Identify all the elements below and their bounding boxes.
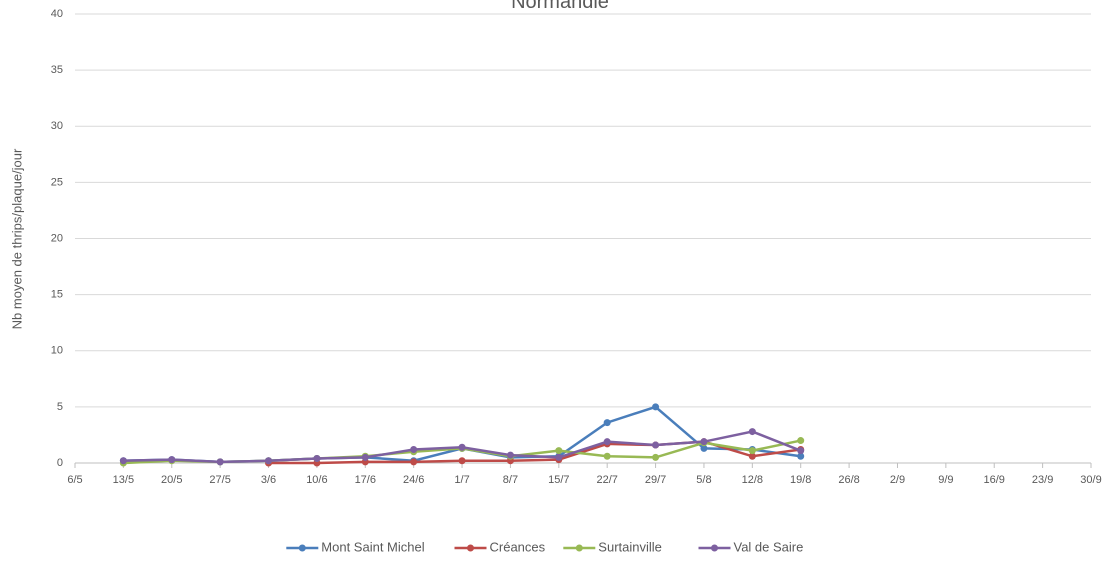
- x-tick-label: 5/8: [696, 474, 711, 486]
- data-point: [748, 452, 756, 460]
- legend-marker: [575, 544, 583, 552]
- x-tick-label: 8/7: [503, 474, 518, 486]
- data-point: [700, 444, 708, 452]
- x-tick-label: 23/9: [1032, 474, 1053, 486]
- data-point: [265, 457, 273, 465]
- x-tick-label: 9/9: [938, 474, 953, 486]
- x-tick-label: 6/5: [67, 474, 82, 486]
- x-tick-label: 22/7: [596, 474, 617, 486]
- data-point: [361, 453, 369, 461]
- y-tick-label: 0: [57, 457, 63, 469]
- data-point: [313, 455, 321, 463]
- data-point: [797, 447, 805, 455]
- y-tick-label: 40: [51, 8, 63, 20]
- legend-marker: [298, 544, 306, 552]
- data-point: [555, 447, 563, 455]
- x-tick-label: 26/8: [838, 474, 859, 486]
- data-point: [797, 452, 805, 460]
- x-tick-label: 10/6: [306, 474, 327, 486]
- x-tick-label: 29/7: [645, 474, 666, 486]
- y-tick-label: 5: [57, 401, 63, 413]
- data-point: [555, 453, 563, 461]
- data-point: [458, 457, 466, 465]
- x-tick-label: 19/8: [790, 474, 811, 486]
- data-point: [168, 456, 176, 464]
- data-point: [652, 441, 660, 449]
- y-tick-label: 15: [51, 289, 63, 301]
- y-tick-label: 10: [51, 345, 63, 357]
- legend-label: Val de Saire: [734, 539, 804, 554]
- x-tick-label: 13/5: [113, 474, 134, 486]
- data-point: [216, 458, 224, 466]
- x-tick-label: 2/9: [890, 474, 905, 486]
- x-tick-label: 16/9: [984, 474, 1005, 486]
- x-tick-label: 30/9: [1080, 474, 1101, 486]
- data-point: [700, 438, 708, 446]
- y-tick-label: 25: [51, 176, 63, 188]
- x-tick-label: 3/6: [261, 474, 276, 486]
- x-tick-label: 15/7: [548, 474, 569, 486]
- legend-label: Surtainville: [598, 539, 662, 554]
- y-tick-label: 20: [51, 232, 63, 244]
- data-point: [748, 447, 756, 455]
- legend-marker: [711, 544, 718, 552]
- x-tick-label: 12/8: [742, 474, 763, 486]
- legend-label: Créances: [490, 539, 546, 554]
- data-point: [603, 452, 611, 460]
- x-tick-label: 27/5: [209, 474, 230, 486]
- data-point: [410, 446, 418, 454]
- data-point: [652, 453, 660, 461]
- data-point: [119, 457, 127, 465]
- x-tick-label: 17/6: [355, 474, 376, 486]
- x-tick-label: 1/7: [454, 474, 469, 486]
- y-axis-label: Nb moyen de thrips/plaque/jour: [9, 148, 24, 329]
- data-point: [797, 437, 805, 445]
- y-tick-label: 35: [51, 64, 63, 76]
- series-line: [123, 405, 801, 464]
- y-tick-label: 30: [51, 120, 63, 132]
- data-point: [603, 438, 611, 446]
- data-point: [458, 443, 466, 451]
- x-tick-label: 20/5: [161, 474, 182, 486]
- data-point: [748, 428, 756, 436]
- data-point: [652, 403, 660, 411]
- data-point: [603, 419, 611, 427]
- data-point: [410, 458, 418, 466]
- legend-marker: [467, 544, 474, 552]
- data-point: [506, 451, 514, 459]
- chart-title: Normandie: [511, 0, 609, 13]
- x-tick-label: 24/6: [403, 474, 424, 486]
- legend-label: Mont Saint Michel: [321, 539, 424, 554]
